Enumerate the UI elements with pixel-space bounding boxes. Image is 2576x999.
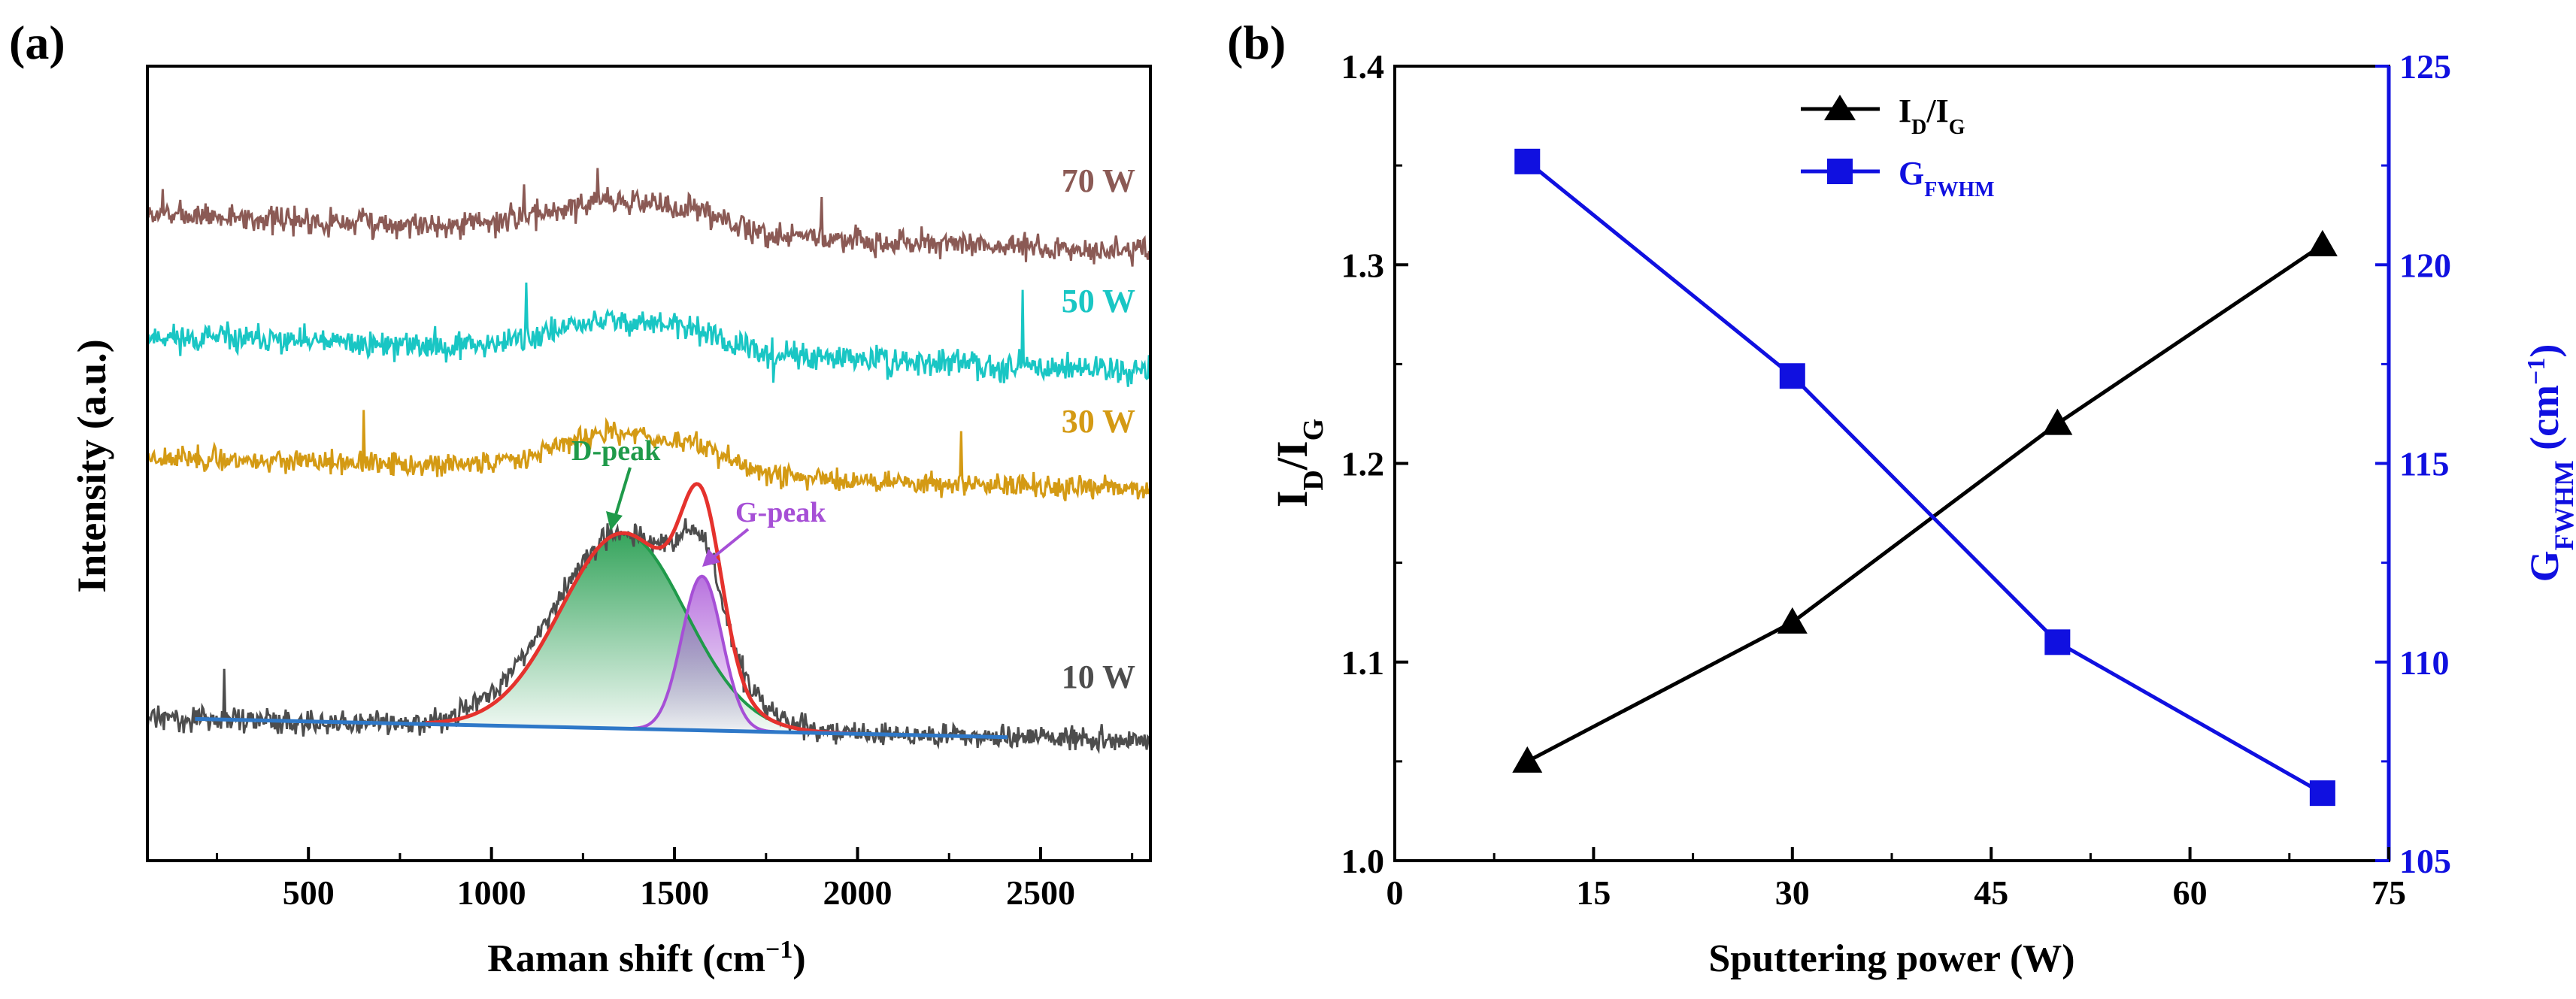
panel-b-xlabel: Sputtering power (W) — [1708, 937, 2074, 980]
panel-a-xtick-label: 1000 — [457, 873, 526, 912]
legend: ID/IG GFWHM — [1801, 92, 1995, 201]
id-ig-point — [2042, 408, 2073, 435]
panel-b-label: (b) — [1227, 16, 1286, 69]
panel-b-frame — [1393, 65, 2390, 862]
panel-b-left-ylabel: ID/IG — [1268, 419, 1329, 507]
series-label-70w: 70 W — [1062, 162, 1135, 199]
legend-label-id-ig: ID/IG — [1899, 92, 1965, 139]
series-label-10w: 10 W — [1062, 658, 1135, 695]
panel-a-label: (a) — [9, 16, 65, 69]
legend-triangle-marker — [1824, 95, 1856, 120]
g-peak-curve — [630, 574, 777, 734]
panel-a-xtick-label: 1500 — [640, 873, 709, 912]
id-ig-point — [2307, 229, 2338, 256]
id-ig-point — [1512, 746, 1543, 773]
panel-b-chart: 0 15 30 45 60 75 1.0 1.1 1.2 1.3 1.4 105 110 115 120 12… — [1268, 47, 2576, 980]
panel-a-chart: 500 1000 1500 2000 2500 70 W 50 W 30 W 10 W D-p… — [69, 65, 1152, 981]
panel-a-xtick-label: 500 — [283, 873, 335, 912]
d-peak-annotation: D-peak — [571, 435, 661, 467]
panel-b-xtick-label: 15 — [1576, 873, 1611, 912]
spectrum-70w — [146, 168, 1151, 267]
series-label-30w: 30 W — [1062, 403, 1135, 440]
g-peak-arrow — [711, 528, 750, 559]
spectrum-30w — [146, 410, 1151, 501]
gfwhm-point — [2044, 629, 2071, 655]
left-ytick-label: 1.2 — [1341, 445, 1385, 483]
g-peak-fill — [630, 576, 777, 732]
gfwhm-line — [1526, 159, 2324, 795]
right-ytick-label: 125 — [2399, 47, 2451, 86]
right-ytick-label: 110 — [2399, 643, 2449, 682]
panel-b-xtick-label: 75 — [2371, 873, 2406, 912]
legend-square-marker — [1827, 159, 1853, 184]
d-peak-arrowhead — [606, 511, 623, 531]
panel-b-xtick-label: 0 — [1386, 873, 1404, 912]
fit-baseline — [195, 716, 1008, 740]
panel-b-right-ylabel: GFWHM (cm−1) — [2522, 344, 2576, 583]
gfwhm-point — [1514, 148, 1541, 174]
panel-a-xtick-label: 2500 — [1006, 873, 1075, 912]
gfwhm-point — [1779, 363, 1805, 389]
id-ig-point — [1777, 607, 1808, 634]
legend-label-gfwhm: GFWHM — [1899, 155, 1995, 201]
panel-a-xtick-label: 2000 — [823, 873, 893, 912]
panel-b-xtick-label: 30 — [1775, 873, 1810, 912]
fit-total-curve — [425, 482, 858, 736]
right-ytick-label: 115 — [2399, 445, 2449, 483]
spectrum-50w — [146, 282, 1151, 387]
right-ytick-label: 120 — [2399, 246, 2451, 284]
panel-b-xtick-label: 45 — [1974, 873, 2008, 912]
left-ytick-label: 1.3 — [1341, 246, 1385, 284]
left-ytick-label: 1.4 — [1341, 47, 1385, 86]
panel-a-ylabel: Intensity (a.u.) — [69, 339, 114, 593]
left-ytick-label: 1.0 — [1341, 842, 1385, 880]
panel-a-xlabel: Raman shift (cm−1) — [487, 936, 805, 981]
series-label-50w: 50 W — [1062, 283, 1135, 319]
g-peak-annotation: G-peak — [735, 497, 826, 528]
panel-b-xtick-label: 60 — [2173, 873, 2208, 912]
gfwhm-point — [2309, 780, 2335, 807]
right-ytick-label: 105 — [2399, 842, 2451, 880]
id-ig-line — [1526, 243, 2324, 764]
g-peak-arrowhead — [702, 549, 720, 567]
d-peak-arrow — [614, 467, 632, 518]
left-ytick-label: 1.1 — [1341, 643, 1385, 682]
panel-a-frame — [146, 65, 1152, 862]
